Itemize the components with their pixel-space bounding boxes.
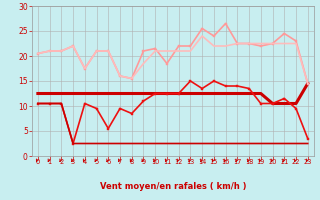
X-axis label: Vent moyen/en rafales ( km/h ): Vent moyen/en rafales ( km/h ) (100, 182, 246, 191)
